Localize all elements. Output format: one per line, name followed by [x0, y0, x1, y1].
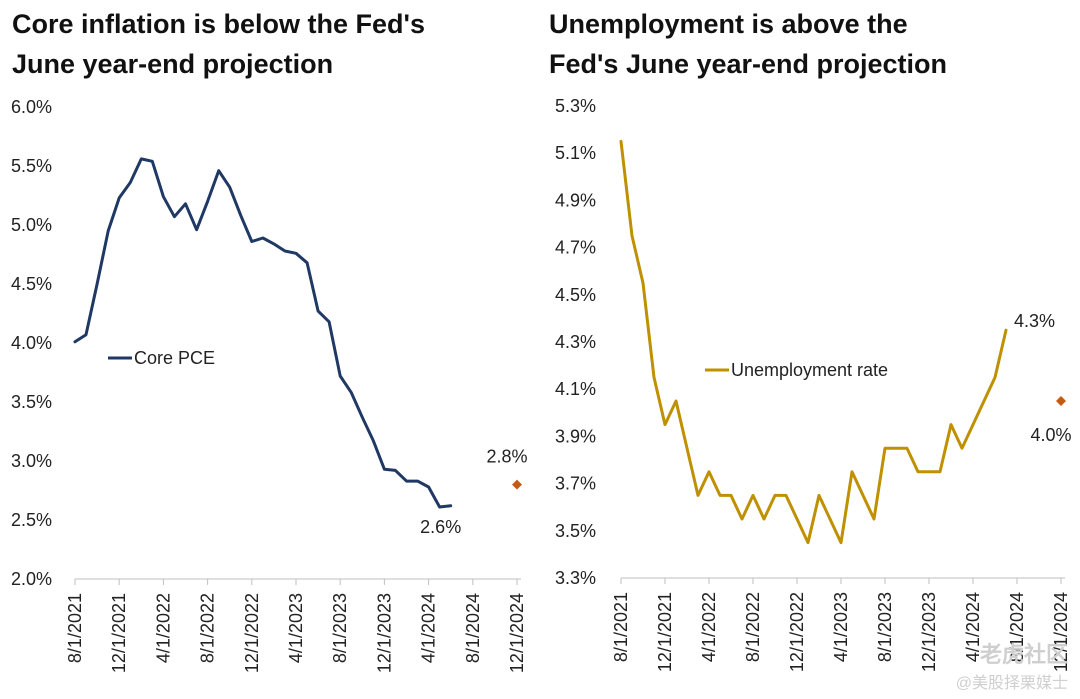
data-label: 2.6%	[420, 517, 461, 537]
y-tick-label: 4.9%	[555, 190, 596, 210]
x-tick-label: 4/1/2023	[831, 592, 851, 662]
chart-title-line-2: June year-end projection	[12, 49, 334, 79]
chart-title-line-1: Core inflation is below the Fed's	[12, 9, 425, 39]
legend-label: Unemployment rate	[731, 360, 888, 380]
legend-label: Core PCE	[134, 348, 215, 368]
y-tick-label: 3.5%	[555, 521, 596, 541]
y-tick-label: 2.0%	[11, 569, 52, 589]
x-tick-label: 4/1/2024	[419, 593, 439, 663]
chart-title-core-inflation: Core inflation is below the Fed's June y…	[12, 4, 532, 84]
y-tick-label: 2.5%	[11, 510, 52, 530]
y-tick-label: 4.0%	[11, 333, 52, 353]
y-tick-label: 6.0%	[11, 97, 52, 117]
y-tick-label: 3.7%	[555, 474, 596, 494]
unemployment-panel: Unemployment is above the Fed's June yea…	[540, 0, 1080, 699]
x-tick-label: 12/1/2023	[919, 592, 939, 672]
data-label: 4.3%	[1014, 311, 1055, 331]
y-tick-label: 5.1%	[555, 143, 596, 163]
unemployment-chart: 3.3% 3.5% 3.7% 3.9% 4.1% 4.3% 4.5% 4.7% 4.9% 5.1%…	[555, 96, 1072, 672]
x-tick-label: 12/1/2023	[374, 593, 394, 673]
y-tick-label: 4.1%	[555, 379, 596, 399]
y-tick-label: 3.0%	[11, 451, 52, 471]
y-tick-label: 4.7%	[555, 238, 596, 258]
x-tick-label: 4/1/2023	[286, 593, 306, 663]
core-pce-chart: 2.0% 2.5% 3.0% 3.5% 4.0% 4.5% 5.0% 5.5% 6.0% 8/1/…	[11, 97, 528, 673]
x-tick-label: 12/1/2022	[787, 592, 807, 672]
y-tick-label: 4.5%	[555, 285, 596, 305]
x-tick-label: 12/1/2024	[507, 593, 527, 673]
y-tick-label: 3.9%	[555, 426, 596, 446]
watermark-top: 老虎社区	[979, 642, 1068, 667]
y-tick-label: 3.3%	[555, 568, 596, 588]
series-line-core-pce	[73, 157, 453, 509]
x-tick-label: 4/1/2024	[963, 592, 983, 662]
x-tick-label: 8/1/2021	[65, 593, 85, 663]
x-tick-label: 8/1/2021	[611, 592, 631, 662]
y-tick-label: 4.5%	[11, 274, 52, 294]
data-label: 2.8%	[486, 447, 527, 467]
y-tick-label: 5.5%	[11, 156, 52, 176]
series-line-unemployment-rate	[619, 139, 1008, 545]
x-tick-label: 8/1/2023	[875, 592, 895, 662]
x-tick-label: 4/1/2022	[699, 592, 719, 662]
data-label: 4.0%	[1030, 425, 1071, 445]
x-tick-label: 8/1/2024	[1007, 592, 1027, 662]
core-inflation-panel: Core inflation is below the Fed's June y…	[11, 4, 532, 673]
x-tick-label: 8/1/2022	[743, 592, 763, 662]
chart-title-line-2: Fed's June year-end projection	[549, 49, 948, 79]
chart-title-line-1: Unemployment is above the	[549, 9, 908, 39]
x-tick-label: 12/1/2022	[242, 593, 262, 673]
x-tick-label: 4/1/2022	[153, 593, 173, 663]
y-tick-label: 3.5%	[11, 392, 52, 412]
y-tick-label: 5.3%	[555, 96, 596, 116]
projection-marker	[1056, 396, 1066, 406]
projection-marker	[512, 479, 522, 490]
chart-title-unemployment: Unemployment is above the Fed's June yea…	[549, 4, 1069, 84]
x-tick-label: 12/1/2021	[109, 593, 129, 673]
x-tick-label: 8/1/2023	[330, 593, 350, 663]
x-tick-label: 12/1/2024	[1051, 592, 1071, 672]
watermark: 老虎社区 @美股择栗媒士	[956, 637, 1068, 693]
x-tick-label: 8/1/2022	[198, 593, 218, 663]
y-tick-label: 5.0%	[11, 215, 52, 235]
x-tick-label: 12/1/2021	[655, 592, 675, 672]
y-tick-label: 4.3%	[555, 332, 596, 352]
x-tick-label: 8/1/2024	[463, 593, 483, 663]
watermark-bottom: @美股择栗媒士	[955, 675, 1068, 692]
